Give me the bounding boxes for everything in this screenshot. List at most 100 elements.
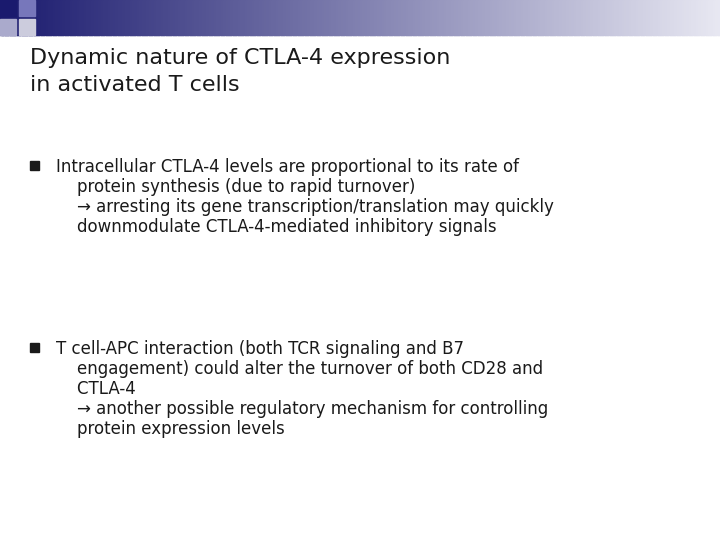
- Bar: [58, 0, 61, 35]
- Bar: [319, 0, 323, 35]
- Bar: [396, 0, 400, 35]
- Bar: [144, 0, 148, 35]
- Bar: [115, 0, 119, 35]
- Bar: [70, 0, 73, 35]
- Bar: [166, 0, 169, 35]
- Bar: [360, 0, 364, 35]
- Bar: [600, 0, 603, 35]
- Bar: [521, 0, 524, 35]
- Bar: [247, 0, 251, 35]
- Bar: [574, 0, 577, 35]
- Bar: [103, 0, 107, 35]
- Bar: [326, 0, 330, 35]
- Bar: [718, 0, 720, 35]
- Bar: [477, 0, 481, 35]
- Bar: [19, 0, 35, 16]
- Bar: [99, 0, 102, 35]
- Bar: [533, 0, 536, 35]
- Bar: [441, 0, 445, 35]
- Bar: [187, 0, 191, 35]
- Bar: [377, 0, 380, 35]
- Bar: [34, 0, 37, 35]
- Bar: [538, 0, 541, 35]
- Bar: [214, 0, 217, 35]
- Bar: [410, 0, 414, 35]
- Bar: [2, 0, 6, 35]
- Bar: [233, 0, 236, 35]
- Bar: [689, 0, 692, 35]
- Bar: [456, 0, 459, 35]
- Bar: [487, 0, 490, 35]
- Bar: [706, 0, 709, 35]
- Bar: [603, 0, 606, 35]
- Bar: [626, 0, 630, 35]
- Bar: [420, 0, 423, 35]
- Bar: [636, 0, 639, 35]
- Bar: [293, 0, 296, 35]
- Bar: [660, 0, 663, 35]
- Bar: [5, 0, 8, 35]
- Bar: [675, 0, 678, 35]
- Bar: [564, 0, 567, 35]
- Bar: [137, 0, 140, 35]
- Bar: [549, 0, 553, 35]
- Bar: [336, 0, 339, 35]
- Bar: [650, 0, 654, 35]
- Bar: [216, 0, 220, 35]
- Bar: [38, 0, 42, 35]
- Bar: [682, 0, 685, 35]
- Bar: [30, 161, 39, 170]
- Bar: [302, 0, 306, 35]
- Bar: [641, 0, 644, 35]
- Bar: [254, 0, 258, 35]
- Bar: [322, 0, 325, 35]
- Bar: [65, 0, 68, 35]
- Bar: [48, 0, 51, 35]
- Bar: [506, 0, 510, 35]
- Bar: [288, 0, 292, 35]
- Bar: [610, 0, 613, 35]
- Bar: [629, 0, 632, 35]
- Bar: [261, 0, 265, 35]
- Bar: [153, 0, 157, 35]
- Bar: [151, 0, 155, 35]
- Bar: [545, 0, 548, 35]
- Bar: [535, 0, 539, 35]
- Bar: [518, 0, 522, 35]
- Bar: [235, 0, 238, 35]
- Bar: [257, 0, 260, 35]
- Bar: [31, 0, 35, 35]
- Text: Dynamic nature of CTLA-4 expression: Dynamic nature of CTLA-4 expression: [30, 48, 451, 68]
- Bar: [607, 0, 611, 35]
- Bar: [315, 0, 318, 35]
- Bar: [355, 0, 359, 35]
- Text: T cell-APC interaction (both TCR signaling and B7: T cell-APC interaction (both TCR signali…: [56, 340, 464, 358]
- Bar: [161, 0, 164, 35]
- Bar: [662, 0, 666, 35]
- Bar: [485, 0, 488, 35]
- Bar: [243, 0, 246, 35]
- Bar: [567, 0, 570, 35]
- Bar: [351, 0, 354, 35]
- Bar: [175, 0, 179, 35]
- Bar: [403, 0, 407, 35]
- Bar: [96, 0, 99, 35]
- Bar: [250, 0, 253, 35]
- Bar: [110, 0, 114, 35]
- Bar: [612, 0, 616, 35]
- Bar: [127, 0, 130, 35]
- Bar: [585, 0, 589, 35]
- Bar: [192, 0, 195, 35]
- Bar: [50, 0, 54, 35]
- Bar: [53, 0, 56, 35]
- Bar: [398, 0, 402, 35]
- Bar: [480, 0, 483, 35]
- Bar: [24, 0, 27, 35]
- Bar: [634, 0, 637, 35]
- Bar: [624, 0, 627, 35]
- Bar: [305, 0, 308, 35]
- Bar: [84, 0, 87, 35]
- Bar: [571, 0, 575, 35]
- Bar: [0, 0, 16, 16]
- Bar: [91, 0, 94, 35]
